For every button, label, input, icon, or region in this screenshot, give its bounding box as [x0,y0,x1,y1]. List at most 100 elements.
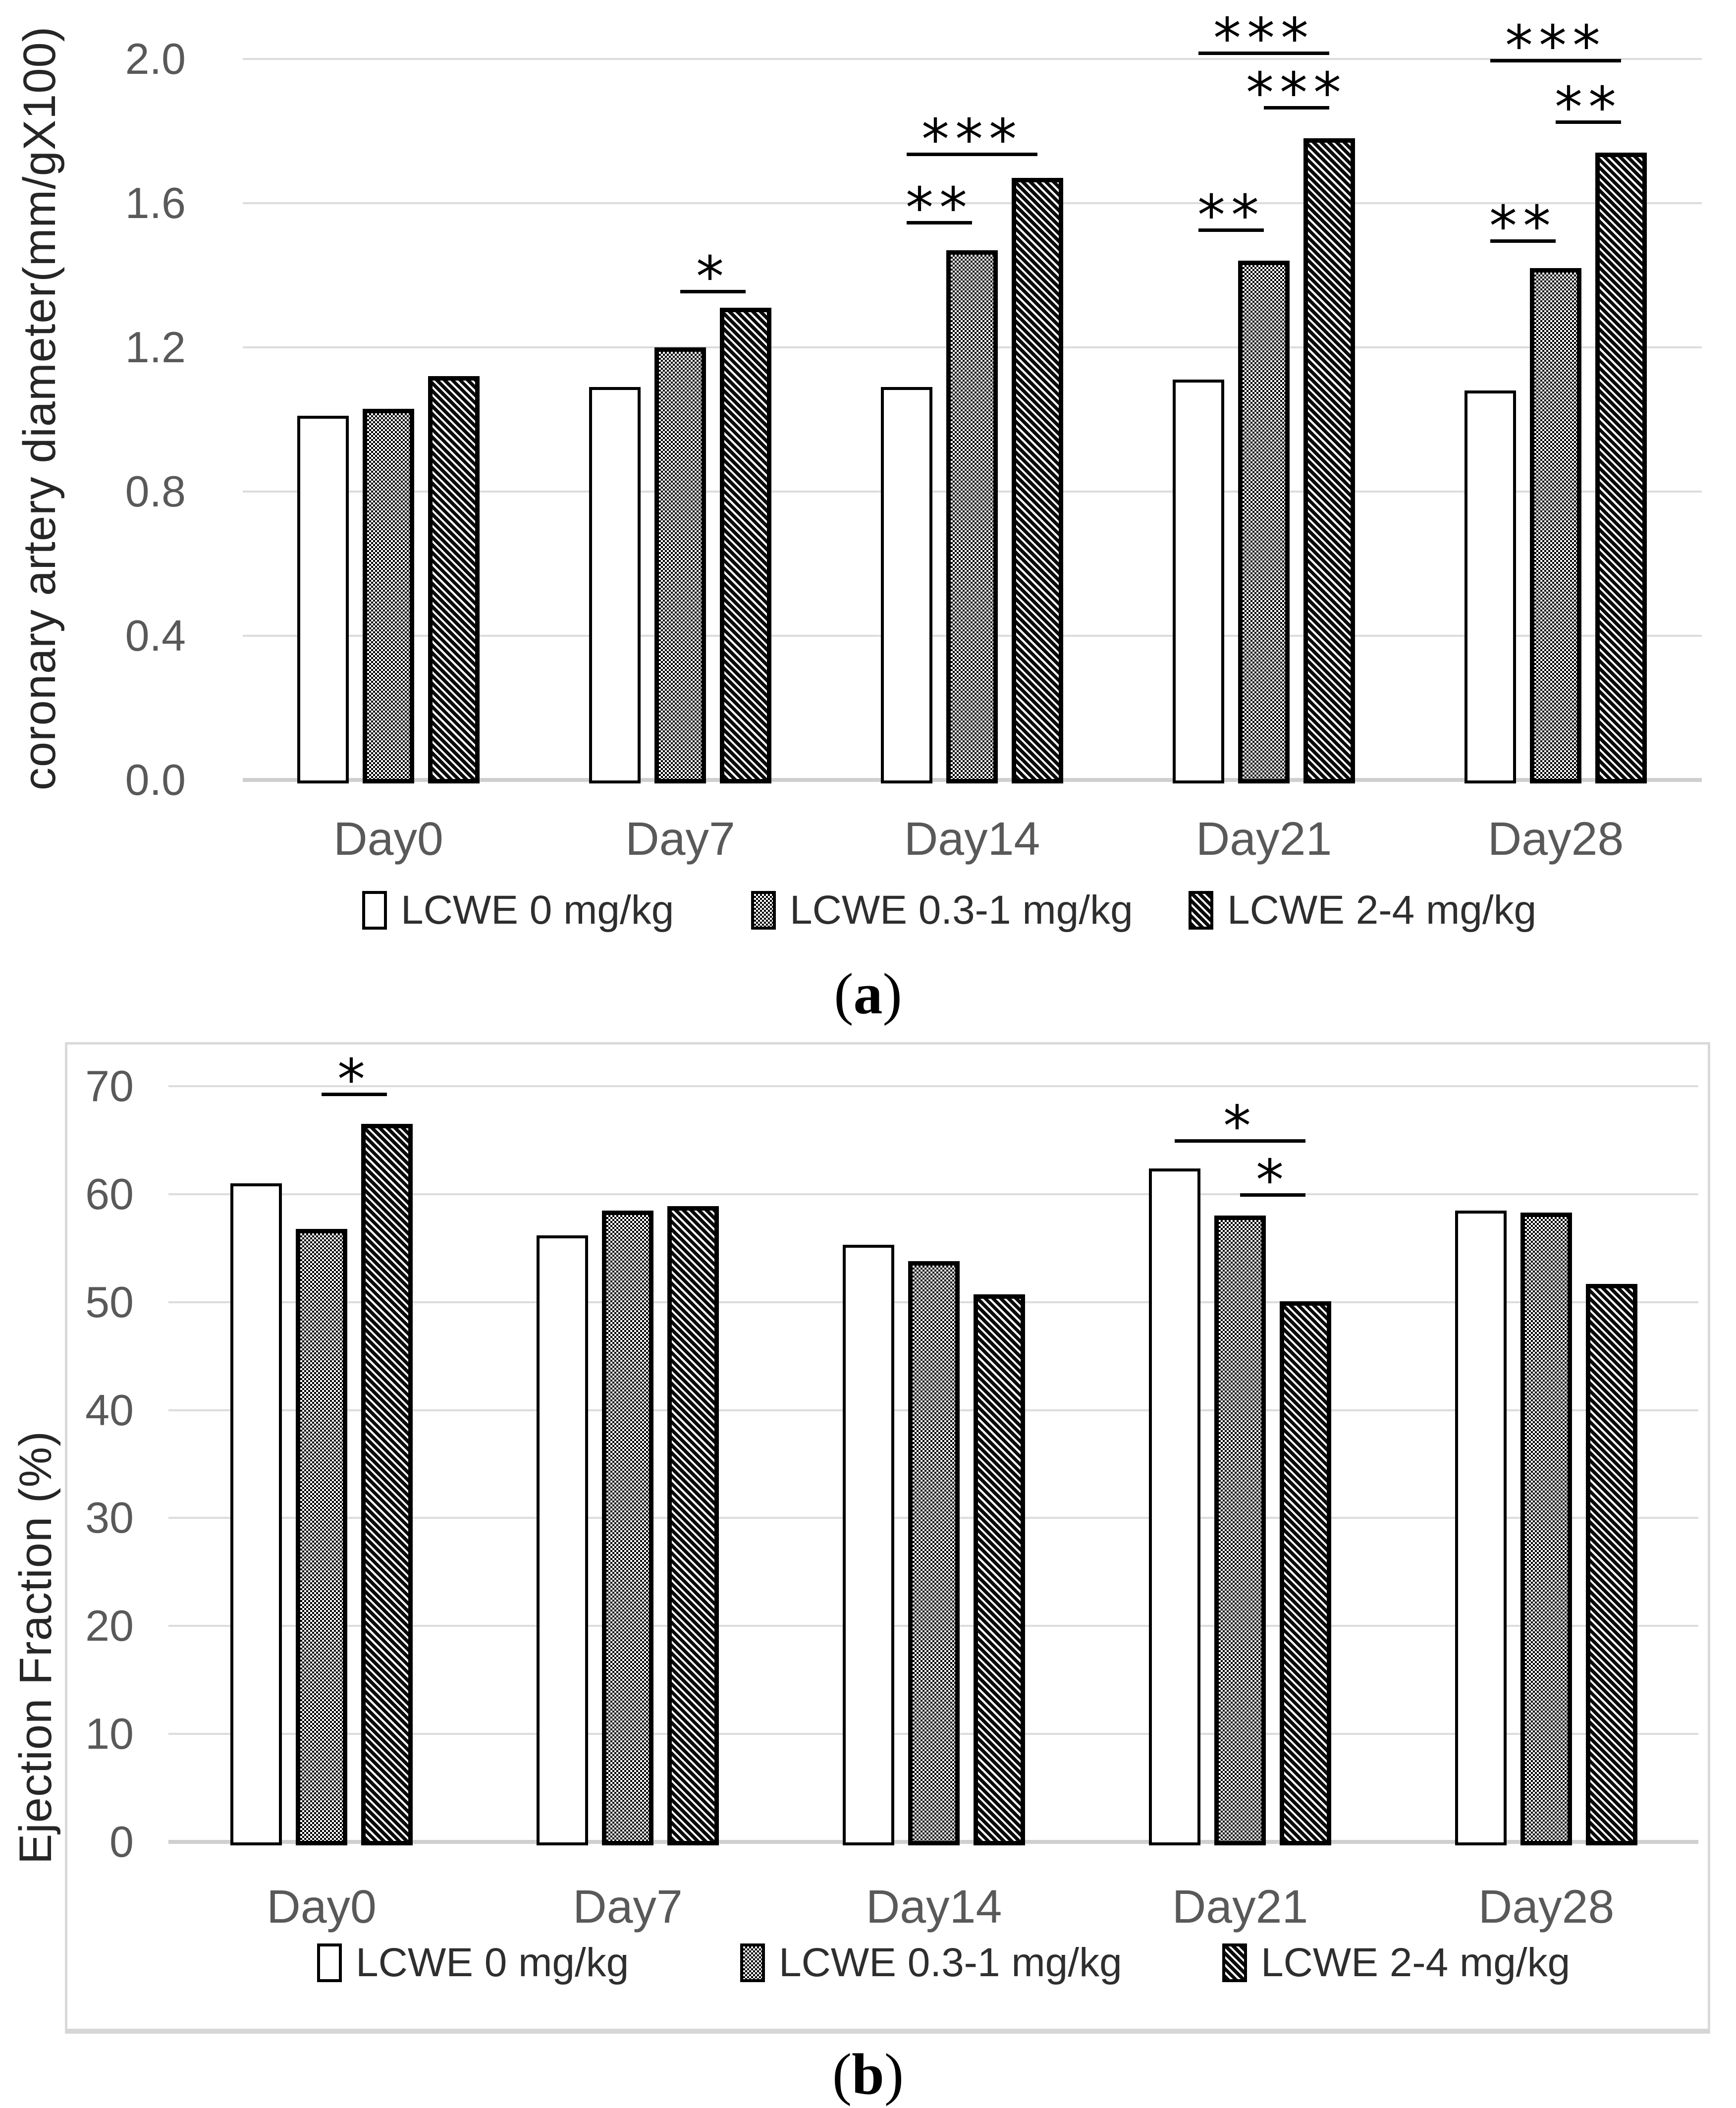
significance-asterisks-Day14-1: ** [906,176,973,241]
significance-line-Day7-0 [680,289,746,293]
bar-Day28-LCWE 2-4 mg/kg [1586,1283,1637,1845]
legend-label-stripe: LCWE 2-4 mg/kg [1227,888,1537,933]
legend-swatch-plain [317,1943,342,1982]
significance-asterisks-Day21-4: *** [1246,60,1347,125]
caption-a-letter: a [853,961,883,1026]
y-tick-label: 0.8 [125,467,186,516]
significance-asterisks-Day28-6: ** [1489,194,1557,259]
significance-asterisks-Day21-2: * [1256,1148,1290,1213]
x-category-label-Day21: Day21 [1172,1881,1308,1933]
y-tick-label: 30 [85,1493,134,1543]
y-tick-label: 1.6 [125,178,186,227]
legend-label-plain: LCWE 0 mg/kg [401,888,674,933]
significance-line-Day28-8 [1490,59,1621,62]
caption-b: (b) [832,2042,904,2107]
gridline-2.0 [243,58,1702,60]
x-category-label-Day28: Day28 [1487,813,1624,865]
gridline-70 [168,1085,1698,1087]
significance-line-Day21-3 [1198,228,1264,232]
y-tick-label: 0.4 [125,611,186,660]
bar-Day7-LCWE 0 mg/kg [589,387,641,783]
bar-Day14-LCWE 0 mg/kg [843,1245,894,1845]
gridline-1.6 [243,202,1702,204]
bar-Day14-LCWE 2-4 mg/kg [974,1294,1025,1845]
legend-swatch-plain [362,891,387,930]
bar-Day7-LCWE 2-4 mg/kg [720,307,771,783]
significance-asterisks-Day21-3: ** [1197,183,1265,248]
significance-line-Day21-4 [1264,106,1329,110]
bar-Day21-LCWE 0 mg/kg [1149,1168,1200,1845]
y-tick-label: 0 [109,1817,134,1866]
legend-label-checker: LCWE 0.3-1 mg/kg [790,888,1133,933]
significance-asterisks-Day14-2: *** [922,108,1023,172]
legend-swatch-stripe [1189,891,1213,930]
bar-Day28-LCWE 0 mg/kg [1455,1210,1507,1845]
bar-Day28-LCWE 0.3-1 mg/kg [1520,1212,1572,1845]
significance-line-Day14-1 [907,221,972,225]
significance-asterisks-Day21-1: * [1223,1094,1257,1159]
y-tick-label: 0.0 [125,755,186,804]
x-category-label-Day21: Day21 [1195,813,1332,865]
bar-Day7-LCWE 0.3-1 mg/kg [654,347,706,783]
x-category-label-Day0: Day0 [267,1881,377,1933]
bar-Day0-LCWE 2-4 mg/kg [361,1124,413,1845]
bar-Day28-LCWE 2-4 mg/kg [1595,153,1647,783]
bar-Day0-LCWE 0 mg/kg [230,1183,282,1845]
legend-swatch-stripe [1222,1943,1247,1982]
bar-Day14-LCWE 0.3-1 mg/kg [908,1261,960,1845]
significance-line-Day28-7 [1556,120,1621,124]
bar-Day28-LCWE 0.3-1 mg/kg [1530,268,1581,783]
significance-asterisks-Day28-8: *** [1505,14,1606,78]
x-category-label-Day14: Day14 [866,1881,1002,1933]
legend-swatch-checker [751,891,776,930]
bar-Day28-LCWE 0 mg/kg [1465,390,1516,783]
caption-a: (a) [834,961,902,1026]
bar-Day21-LCWE 0.3-1 mg/kg [1238,261,1290,783]
bar-Day21-LCWE 2-4 mg/kg [1280,1301,1331,1845]
x-category-label-Day7: Day7 [573,1881,683,1933]
bar-Day21-LCWE 0 mg/kg [1173,380,1224,783]
bar-Day14-LCWE 0 mg/kg [881,387,932,783]
x-category-label-Day14: Day14 [904,813,1040,865]
x-category-label-Day7: Day7 [625,813,735,865]
y-tick-label: 50 [85,1277,134,1327]
bar-Day0-LCWE 0.3-1 mg/kg [363,408,414,783]
legend-label-stripe: LCWE 2-4 mg/kg [1261,1940,1571,1985]
bar-Day21-LCWE 2-4 mg/kg [1303,138,1355,783]
bar-Day0-LCWE 2-4 mg/kg [428,376,480,783]
legend-label-checker: LCWE 0.3-1 mg/kg [779,1940,1122,1985]
significance-asterisks-Day21-5: *** [1213,6,1314,71]
significance-line-Day21-5 [1198,52,1329,55]
y-tick-label: 70 [85,1061,134,1110]
y-tick-label: 40 [85,1385,134,1435]
bar-Day7-LCWE 0.3-1 mg/kg [602,1210,653,1845]
x-category-label-Day28: Day28 [1478,1881,1615,1933]
significance-asterisks-Day28-7: ** [1555,75,1622,140]
legend-label-plain: LCWE 0 mg/kg [356,1940,629,1985]
bar-Day14-LCWE 2-4 mg/kg [1012,178,1063,783]
y-tick-label: 2.0 [125,34,186,83]
significance-line-Day0-0 [322,1093,387,1097]
chart-b-frame [65,1042,1710,2034]
significance-asterisks-Day0-0: * [337,1048,371,1112]
bar-Day7-LCWE 2-4 mg/kg [667,1206,719,1845]
significance-line-Day21-1 [1175,1139,1305,1143]
significance-line-Day28-6 [1490,239,1556,243]
gridline-60 [168,1193,1698,1195]
significance-asterisks-Day7-0: * [696,244,730,309]
caption-b-letter: b [852,2042,884,2107]
bar-Day0-LCWE 0 mg/kg [297,416,349,783]
bar-Day14-LCWE 0.3-1 mg/kg [946,250,998,783]
y-tick-label: 60 [85,1169,134,1219]
y-tick-label: 20 [85,1601,134,1651]
y-tick-label: 10 [85,1709,134,1759]
bar-Day7-LCWE 0 mg/kg [537,1235,588,1845]
x-category-label-Day0: Day0 [333,813,443,865]
legend-swatch-checker [740,1943,765,1982]
significance-line-Day21-2 [1240,1193,1305,1197]
bar-Day21-LCWE 0.3-1 mg/kg [1214,1216,1266,1845]
significance-line-Day14-2 [907,153,1037,157]
